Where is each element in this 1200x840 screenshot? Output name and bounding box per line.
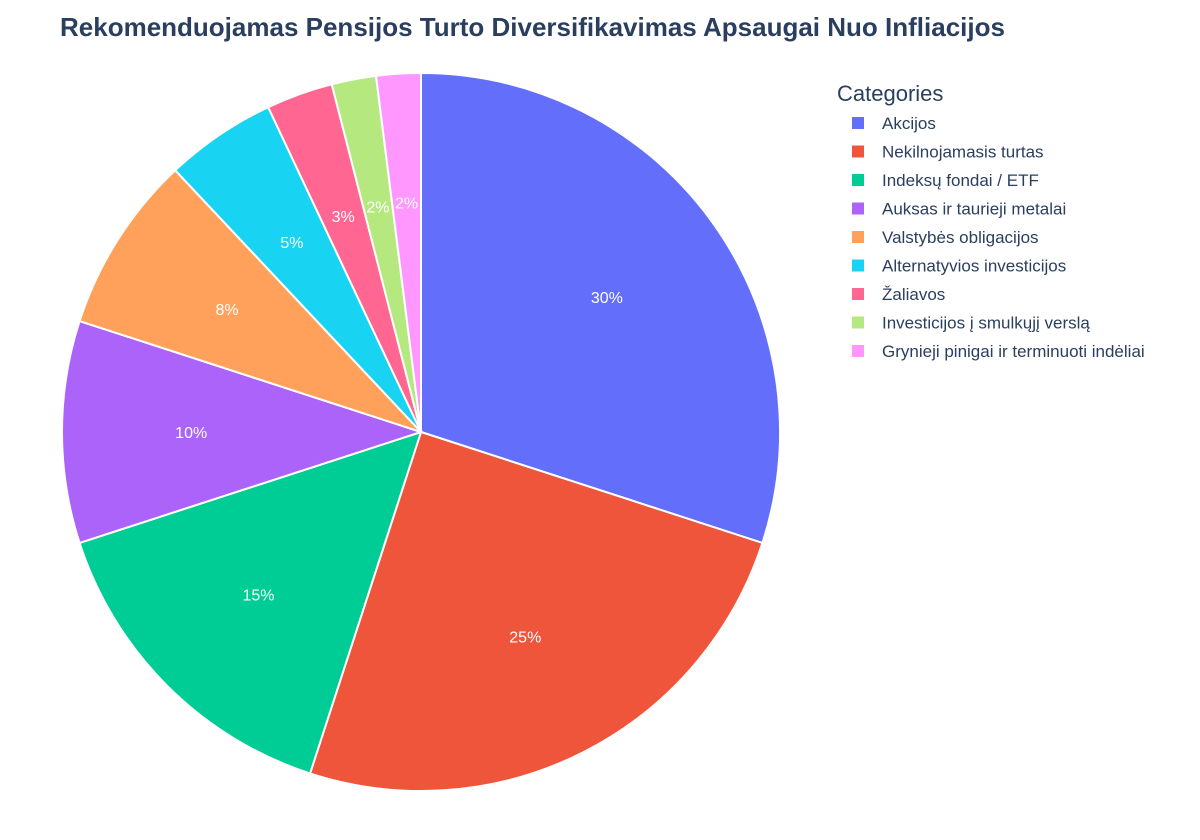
legend-label: Investicijos į smulkųjį verslą [882, 314, 1090, 333]
legend-label: Akcijos [882, 114, 936, 133]
legend-swatch [852, 174, 864, 186]
legend-item[interactable]: Akcijos [852, 114, 936, 133]
legend-title: Categories [837, 81, 943, 106]
slice-percent-label: 15% [242, 588, 274, 605]
legend-label: Auksas ir taurieji metalai [882, 200, 1066, 219]
pie-slice[interactable] [420, 71, 781, 545]
slice-percent-label: 2% [366, 199, 389, 216]
pie-slice[interactable] [374, 71, 422, 433]
legend-label: Alternatyvios investicijos [882, 257, 1066, 276]
slice-percent-label: 30% [591, 290, 623, 307]
legend-label: Nekilnojamasis turtas [882, 143, 1044, 162]
legend-item[interactable]: Žaliavos [852, 285, 945, 304]
legend-label: Žaliavos [882, 285, 945, 304]
legend-items: Akcijos Nekilnojamasis turtas Indeksų fond… [852, 114, 1145, 361]
legend-swatch [852, 117, 864, 129]
legend-swatch [852, 345, 864, 357]
pie-slice-labels: 30% 25% 15% 10% 8% 5% 3% 2% 2% [175, 196, 623, 647]
legend-label: Grynieji pinigai ir terminuoti indėliai [882, 342, 1145, 361]
legend-swatch [852, 202, 864, 215]
legend-item[interactable]: Investicijos į smulkųjį verslą [852, 314, 1090, 333]
pie-slice[interactable] [61, 319, 425, 545]
slice-percent-label: 5% [280, 235, 303, 252]
legend-item[interactable]: Valstybės obligacijos [852, 228, 1039, 247]
legend-item[interactable]: Nekilnojamasis turtas [852, 143, 1044, 162]
legend-label: Valstybės obligacijos [882, 228, 1039, 247]
legend-swatch [852, 288, 864, 300]
legend-swatch [852, 259, 864, 272]
pie-slice[interactable] [308, 430, 764, 792]
pie-slice[interactable] [78, 168, 422, 433]
slice-percent-label: 25% [509, 630, 541, 647]
legend-swatch [852, 231, 864, 243]
chart-title: Rekomenduojamas Pensijos Turto Diversifi… [60, 12, 1005, 42]
legend-item[interactable]: Indeksų fondai / ETF [852, 171, 1039, 190]
legend-swatch [852, 145, 864, 158]
legend-item[interactable]: Alternatyvios investicijos [852, 257, 1066, 276]
legend-item[interactable]: Grynieji pinigai ir terminuoti indėliai [852, 342, 1145, 361]
pie-slice[interactable] [78, 430, 423, 775]
slice-percent-label: 2% [395, 196, 418, 213]
legend-item[interactable]: Auksas ir taurieji metalai [852, 200, 1066, 219]
legend-swatch [852, 316, 864, 329]
pie-slices [61, 71, 781, 792]
legend-label: Indeksų fondai / ETF [882, 171, 1039, 190]
legend: Categories Akcijos Nekilnojamasis turtas I… [837, 81, 1145, 361]
slice-percent-label: 3% [332, 209, 355, 226]
slice-percent-label: 10% [175, 425, 207, 442]
slice-percent-label: 8% [215, 302, 238, 319]
